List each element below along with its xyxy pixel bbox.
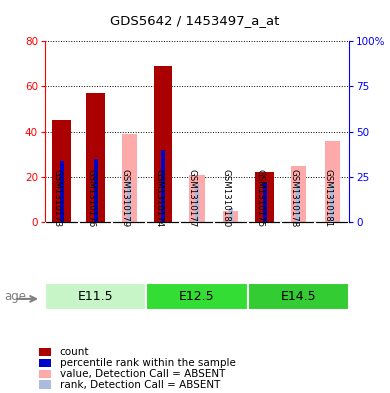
Bar: [39, 380, 51, 389]
Text: percentile rank within the sample: percentile rank within the sample: [60, 358, 236, 368]
Bar: [229, 208, 233, 222]
Text: GSM1310173: GSM1310173: [53, 169, 62, 227]
Bar: [248, 283, 349, 310]
Text: age: age: [4, 290, 26, 303]
Bar: [127, 180, 131, 222]
Bar: [255, 172, 274, 222]
Bar: [161, 150, 165, 222]
Bar: [262, 182, 267, 222]
Text: GSM1310181: GSM1310181: [323, 169, 332, 227]
Bar: [154, 66, 172, 222]
Bar: [94, 159, 98, 222]
Bar: [330, 184, 334, 222]
Bar: [39, 359, 51, 367]
Text: GSM1310175: GSM1310175: [255, 169, 264, 227]
Bar: [189, 174, 204, 222]
Text: GDS5642 / 1453497_a_at: GDS5642 / 1453497_a_at: [110, 14, 280, 27]
Bar: [195, 184, 199, 222]
Text: GSM1310177: GSM1310177: [188, 169, 197, 227]
Text: E14.5: E14.5: [280, 290, 316, 303]
Bar: [223, 211, 238, 222]
Text: E12.5: E12.5: [179, 290, 215, 303]
Bar: [52, 120, 71, 222]
Bar: [60, 161, 64, 222]
Bar: [296, 184, 300, 222]
Bar: [122, 134, 137, 222]
Text: GSM1310174: GSM1310174: [154, 169, 163, 227]
Bar: [146, 283, 248, 310]
Bar: [45, 283, 146, 310]
Text: GSM1310178: GSM1310178: [289, 169, 298, 227]
Text: rank, Detection Call = ABSENT: rank, Detection Call = ABSENT: [60, 380, 220, 389]
Bar: [39, 348, 51, 356]
Text: GSM1310179: GSM1310179: [121, 169, 129, 227]
Bar: [39, 370, 51, 378]
Text: E11.5: E11.5: [78, 290, 113, 303]
Bar: [324, 141, 340, 222]
Text: GSM1310180: GSM1310180: [222, 169, 231, 227]
Text: GSM1310176: GSM1310176: [87, 169, 96, 227]
Text: count: count: [60, 347, 89, 357]
Text: value, Detection Call = ABSENT: value, Detection Call = ABSENT: [60, 369, 225, 379]
Bar: [86, 93, 105, 222]
Bar: [291, 165, 306, 222]
